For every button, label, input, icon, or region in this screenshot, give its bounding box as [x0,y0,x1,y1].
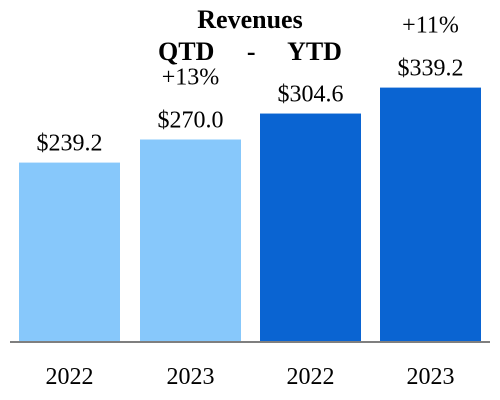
category-tick-label: 2022 [287,364,335,390]
category-tick-label: 2023 [167,364,215,390]
bar-qtd-2023 [140,139,241,342]
category-tick-label: 2022 [46,364,94,390]
growth-label: +11% [402,13,459,39]
category-tick-label: 2023 [407,364,455,390]
value-label: $270.0 [158,108,224,134]
bar-qtd-2022 [19,162,120,342]
bar-ytd-2023 [380,87,481,342]
chart-title: Revenues [197,5,303,34]
value-label: $239.2 [37,131,103,157]
bar-ytd-2022 [260,113,361,342]
chart-title-block: Revenues QTD - YTD [0,4,500,68]
value-label: $339.2 [398,56,464,82]
value-label: $304.6 [278,82,344,108]
chart-subtitle: QTD - YTD [158,37,342,66]
growth-label: +13% [162,65,220,91]
